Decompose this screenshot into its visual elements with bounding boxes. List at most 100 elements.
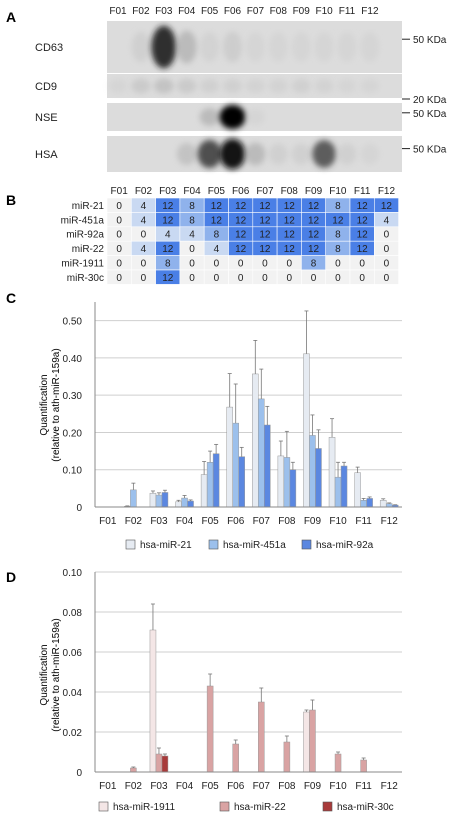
chart-d-legend: hsa-miR-1911 hsa-miR-22 hsa-miR-30c <box>99 802 394 813</box>
heatmap-cell-value: 0 <box>384 273 390 284</box>
heatmap-row-label: miR-92a <box>66 230 104 241</box>
bar <box>258 702 264 772</box>
heatmap-cell-value: 12 <box>162 201 174 212</box>
heatmap-fraction-label: F10 <box>329 186 347 197</box>
heatmap-fraction-label: F01 <box>111 186 129 197</box>
legend-swatch <box>99 802 108 811</box>
heatmap-fraction-label: F06 <box>232 186 250 197</box>
x-tick-label: F01 <box>99 516 117 527</box>
heatmap-cell-value: 0 <box>384 230 390 241</box>
bar <box>130 768 136 772</box>
bar <box>303 354 309 507</box>
blot-row-label: CD63 <box>35 42 63 54</box>
bar <box>309 435 315 507</box>
bar <box>156 495 162 507</box>
heatmap-cell-value: 12 <box>162 215 174 226</box>
x-tick-label: F02 <box>125 516 143 527</box>
blot-band <box>361 144 379 165</box>
heatmap-cell-value: 12 <box>235 230 247 241</box>
panel-label-a: A <box>6 9 16 25</box>
blot-band <box>338 32 356 62</box>
blot-band <box>198 140 222 168</box>
heatmap-fraction-label: F09 <box>305 186 323 197</box>
heatmap-cell-value: 0 <box>189 259 195 270</box>
heatmap-fraction-label: F04 <box>183 186 201 197</box>
heatmap-fraction-label: F07 <box>256 186 274 197</box>
bar <box>361 500 367 507</box>
bar <box>290 470 296 507</box>
x-tick-label: F12 <box>381 516 399 527</box>
bar <box>341 466 347 507</box>
y-tick-label: 0.10 <box>63 466 83 477</box>
chart-c-ylabel-line1: Quantification <box>39 374 50 435</box>
blot-band <box>312 140 336 168</box>
blot-fraction-label: F04 <box>178 6 196 17</box>
heatmap-cell-value: 0 <box>214 259 220 270</box>
heatmap-row-label: miR-21 <box>72 201 105 212</box>
blot-band <box>338 79 356 93</box>
chart-d-gridlines <box>95 572 402 732</box>
blot-band <box>292 79 311 93</box>
bar <box>239 457 245 507</box>
blot-rows: CD63 50 KDa CD9 20 KDa NSE 50 KDa HSA 50 KDa <box>35 21 447 172</box>
heatmap-cell-value: 0 <box>262 273 268 284</box>
x-tick-label: F01 <box>99 781 117 792</box>
bar <box>156 754 162 772</box>
heatmap-fraction-header: F01 F02 F03 F04 F05 F06 F07 F08 F09 F10 F11 F12 <box>111 186 396 197</box>
heatmap-cell-value: 12 <box>357 230 369 241</box>
blot-row-label: CD9 <box>35 81 57 93</box>
x-tick-label: F03 <box>150 516 168 527</box>
bar <box>233 744 239 772</box>
chart-c-gridlines <box>95 321 402 470</box>
bar-chart-c: 0 0.10 0.20 0.30 0.40 0.50 F01 F02 F03 F04 F05 F06 F… <box>39 302 402 551</box>
bar <box>335 754 341 772</box>
y-tick-label: 0.06 <box>63 648 83 659</box>
heatmap-cell-value: 0 <box>238 273 244 284</box>
molecular-weight-marker: 50 KDa <box>413 109 447 120</box>
heatmap-cell-value: 12 <box>259 215 271 226</box>
blot-band <box>361 79 379 93</box>
bar <box>380 500 386 507</box>
blot-fraction-label: F10 <box>315 6 333 17</box>
blot-band <box>220 105 246 129</box>
heatmap-cell-value: 12 <box>357 244 369 255</box>
blot-band <box>200 79 219 93</box>
heatmap-fraction-label: F02 <box>135 186 153 197</box>
heatmap-cell-value: 0 <box>335 259 341 270</box>
heatmap-cell-value: 4 <box>165 230 171 241</box>
bar <box>233 423 239 507</box>
x-tick-label: F05 <box>202 516 220 527</box>
legend-label: hsa-miR-30c <box>337 802 394 813</box>
legend-swatch <box>323 802 332 811</box>
heatmap-cell-value: 4 <box>384 215 390 226</box>
bar <box>355 473 361 507</box>
x-tick-label: F08 <box>278 516 296 527</box>
heatmap-cell-value: 12 <box>357 215 369 226</box>
molecular-weight-marker: 50 KDa <box>413 145 447 156</box>
heatmap-row-label: miR-22 <box>72 244 105 255</box>
blot-band <box>200 108 220 126</box>
x-tick-label: F10 <box>329 516 347 527</box>
blot-fraction-label: F07 <box>247 6 265 17</box>
y-tick-label: 0.30 <box>63 391 83 402</box>
bar <box>284 742 290 772</box>
bar <box>188 501 194 507</box>
heatmap-cell-value: 0 <box>116 259 122 270</box>
bar <box>303 712 309 772</box>
heatmap-cell-value: 12 <box>308 244 320 255</box>
y-tick-label: 0.40 <box>63 354 83 365</box>
heatmap-cell-value: 0 <box>238 259 244 270</box>
heatmap-cell-value: 4 <box>214 244 220 255</box>
heatmap-cell-value: 12 <box>259 230 271 241</box>
bar <box>162 492 168 507</box>
heatmap-fraction-label: F08 <box>281 186 299 197</box>
y-tick-label: 0.02 <box>63 728 83 739</box>
chart-d-bars <box>130 604 366 772</box>
legend-label: hsa-miR-92a <box>316 540 374 551</box>
legend-swatch <box>209 540 218 549</box>
heatmap-cell-value: 0 <box>189 273 195 284</box>
heatmap-cell-value: 8 <box>335 201 341 212</box>
heatmap-cell-value: 0 <box>141 259 147 270</box>
blot-fraction-label: F06 <box>224 6 242 17</box>
